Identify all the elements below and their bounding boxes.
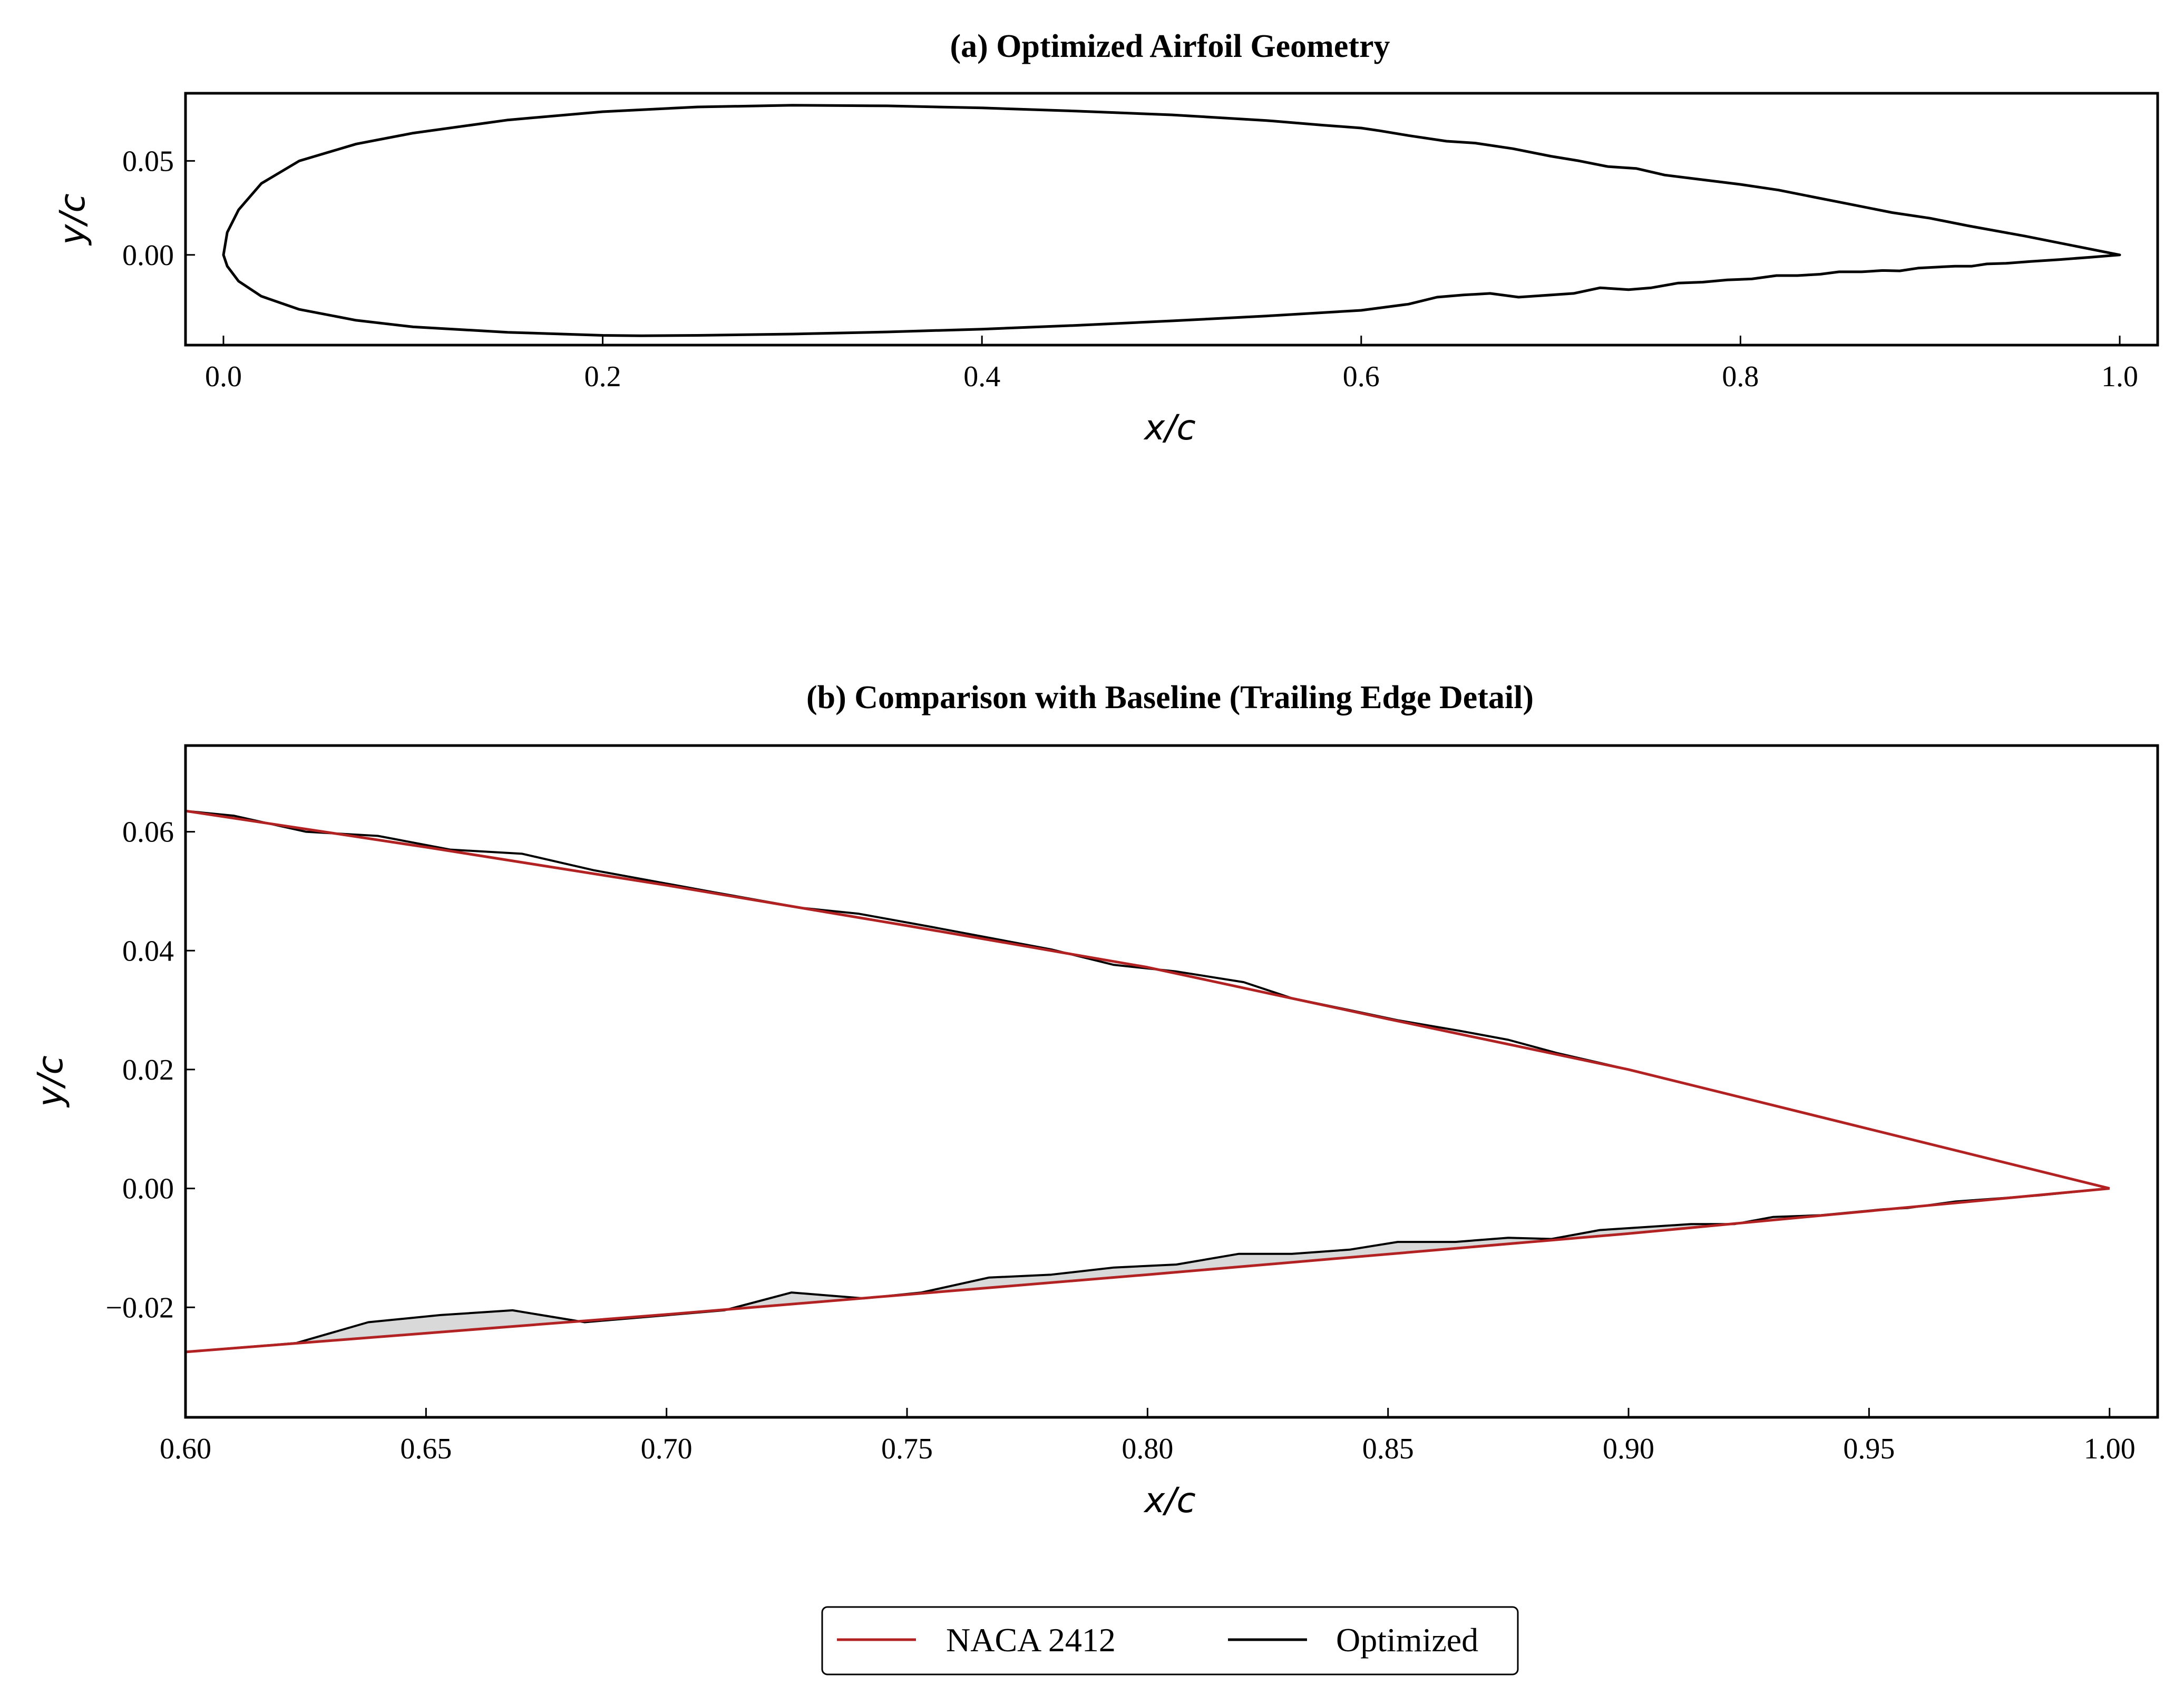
series-line-naca-lower — [186, 1187, 2110, 1354]
panel-b-xtick-label: 0.75 — [881, 1433, 933, 1465]
panel-b-xtick-label: 0.85 — [1362, 1433, 1414, 1465]
panel-b-title: (b) Comparison with Baseline (Trailing E… — [806, 680, 1534, 716]
panel-b-xtick-label: 0.65 — [400, 1433, 452, 1465]
panel-b-xtick-label: 0.80 — [1122, 1433, 1173, 1465]
panel-b-clip-group — [186, 809, 2110, 1354]
panel-b-ytick-label: 0.00 — [122, 1173, 174, 1206]
panel-a-ytick-label: 0.05 — [122, 145, 174, 178]
panel-b-ytick-label: 0.06 — [122, 816, 174, 849]
panel-b-xtick-label: 0.70 — [641, 1433, 693, 1465]
panel-b-xtick-label: 0.90 — [1603, 1433, 1654, 1465]
panel-a-frame — [184, 92, 2159, 347]
panel-b-ticks: 0.60 0.65 0.70 0.75 0.80 0.85 0.90 0.95 1.00 −0.0… — [105, 816, 2135, 1465]
panel-b: (b) Comparison with Baseline (Trailing E… — [30, 680, 2159, 1521]
panel-a-xtick-label: 1.0 — [2101, 360, 2138, 393]
panel-a-xtick-label: 0.4 — [963, 360, 1000, 393]
panel-a-xtick-label: 0.0 — [205, 360, 242, 393]
lower-surface-difference-fill — [186, 1188, 2110, 1352]
series-line-optimized-outline — [222, 104, 2121, 337]
panel-a-xtick-label: 0.2 — [584, 360, 621, 393]
legend: NACA 2412 Optimized — [821, 1606, 1519, 1675]
panel-b-xtick-label: 1.00 — [2084, 1433, 2136, 1465]
series-line-naca-upper — [186, 809, 2110, 1190]
panel-a-xtick-label: 0.8 — [1722, 360, 1759, 393]
legend-label-naca: NACA 2412 — [946, 1621, 1116, 1659]
panel-b-ytick-label: −0.02 — [105, 1291, 174, 1324]
panel-b-frame — [184, 744, 2159, 1419]
panel-a-xlabel: x/c — [1143, 407, 1196, 448]
panel-b-ylabel: y/c — [30, 1055, 71, 1108]
legend-box — [821, 1606, 1519, 1675]
panel-a-title: (a) Optimized Airfoil Geometry — [950, 28, 1390, 64]
panel-b-plot-area — [186, 809, 2110, 1354]
panel-a-ytick-label: 0.00 — [122, 239, 174, 272]
panel-b-xlabel: x/c — [1143, 1480, 1196, 1521]
legend-label-optimized: Optimized — [1336, 1621, 1478, 1659]
panel-a-ticks: 0.0 0.2 0.4 0.6 0.8 1.0 0.00 0.05 — [122, 145, 2138, 393]
panel-a: (a) Optimized Airfoil Geometry 0.0 0.2 0.4… — [52, 28, 2159, 448]
panel-b-xtick-label: 0.60 — [160, 1433, 211, 1465]
panel-a-xtick-label: 0.6 — [1343, 360, 1380, 393]
panel-a-plot-area — [222, 104, 2121, 337]
panel-a-ylabel: y/c — [52, 193, 93, 246]
panel-b-ytick-label: 0.04 — [122, 935, 174, 967]
panel-b-ytick-label: 0.02 — [122, 1054, 174, 1086]
panel-b-xtick-label: 0.95 — [1843, 1433, 1895, 1465]
